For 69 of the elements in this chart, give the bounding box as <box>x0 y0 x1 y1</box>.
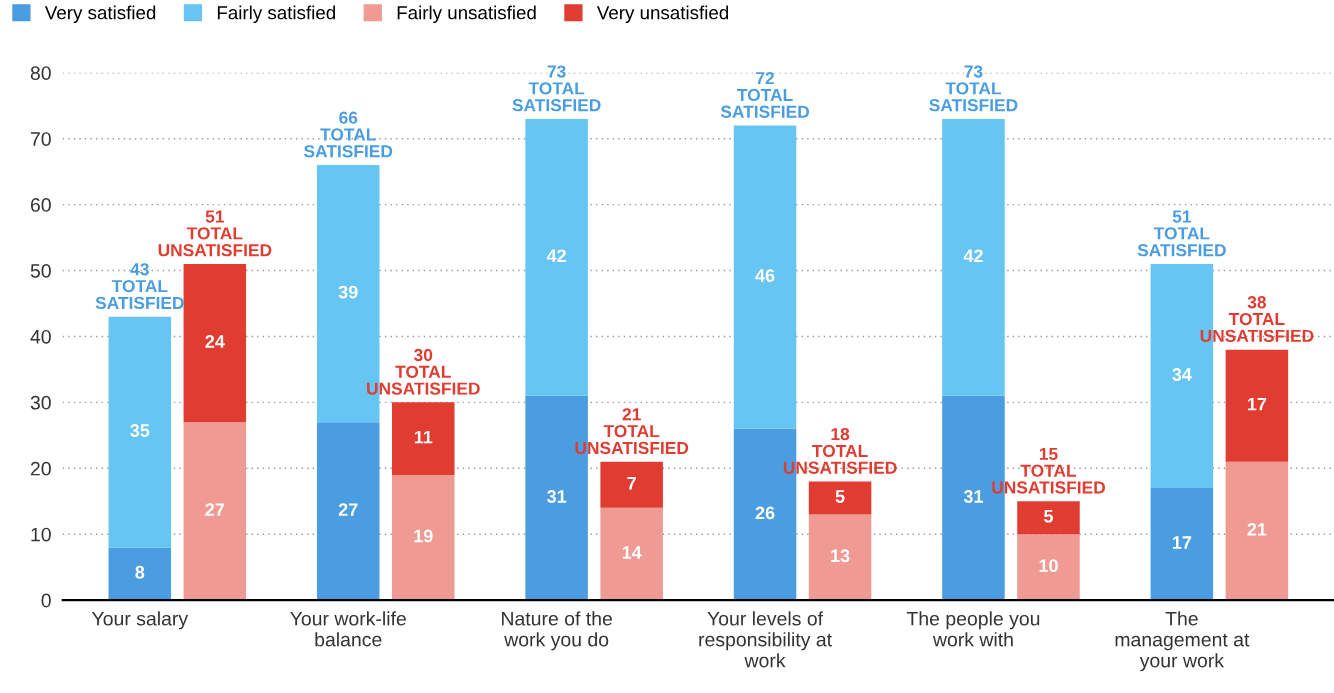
bar <box>183 422 247 601</box>
total-label: 73 TOTAL SATISFIED <box>512 65 601 112</box>
x-tick-label: Nature of the work you do <box>502 611 612 651</box>
data-label: 39 <box>338 285 358 299</box>
data-label: 34 <box>1172 368 1192 381</box>
y-tick-label: 80 <box>30 66 51 80</box>
data-label: 5 <box>835 490 845 503</box>
data-label: 31 <box>547 490 567 503</box>
data-label: 46 <box>755 269 775 282</box>
legend-label: Very satisfied <box>44 5 156 24</box>
data-label: 17 <box>1172 536 1192 549</box>
y-tick-label: 0 <box>41 593 51 608</box>
data-label: 21 <box>1247 522 1267 536</box>
legend-label: Fairly satisfied <box>217 5 335 24</box>
x-tick-label: Your work-life balance <box>290 611 406 647</box>
x-tick-label: The people you work with <box>906 611 1040 647</box>
data-label: 42 <box>546 249 566 263</box>
data-label: 35 <box>130 424 150 437</box>
bar <box>108 547 172 601</box>
data-label: 31 <box>963 490 983 503</box>
bar <box>1017 501 1080 535</box>
bar <box>1150 488 1214 601</box>
x-tick-label: The management at your work <box>1115 611 1250 672</box>
bar <box>183 263 247 423</box>
data-label: 42 <box>963 249 983 263</box>
bar <box>391 474 455 601</box>
bar <box>108 316 172 548</box>
bar <box>316 422 380 601</box>
bar <box>1225 349 1289 462</box>
data-label: 11 <box>414 430 433 444</box>
y-tick-label: 10 <box>31 527 51 542</box>
bar <box>942 118 1005 396</box>
data-label: 24 <box>205 335 225 348</box>
total-label: 43 TOTAL SATISFIED <box>95 263 184 310</box>
y-tick-label: 70 <box>30 132 51 146</box>
data-label: 10 <box>1039 559 1058 573</box>
total-label: 66 TOTAL SATISFIED <box>304 111 393 158</box>
total-label: 73 TOTAL SATISFIED <box>929 65 1018 112</box>
bar <box>391 402 455 475</box>
data-label: 19 <box>414 529 433 543</box>
total-label: 51 TOTAL UNSATISFIED <box>158 210 272 257</box>
x-tick-label: Your salary <box>91 611 189 630</box>
legend-label: Fairly unsatisfied <box>397 5 536 24</box>
bar <box>600 507 663 601</box>
x-tick-label: Your levels of responsibility at work <box>699 611 832 668</box>
data-label: 13 <box>831 549 850 563</box>
data-label: 26 <box>755 506 775 520</box>
y-tick-label: 40 <box>30 329 51 344</box>
y-tick-label: 30 <box>30 395 51 410</box>
data-label: 8 <box>135 565 145 579</box>
data-label: 5 <box>1044 509 1053 523</box>
legend-label: Very unsatisfied <box>596 5 729 24</box>
bar <box>1017 534 1080 601</box>
data-label: 14 <box>622 546 642 559</box>
bar <box>808 481 872 515</box>
bar <box>808 514 872 601</box>
bar <box>600 461 663 508</box>
y-tick-label: 60 <box>30 198 51 212</box>
y-tick-label: 50 <box>30 264 51 278</box>
y-tick-label: 20 <box>30 461 51 476</box>
data-label: 27 <box>205 503 225 516</box>
bar <box>525 118 588 396</box>
data-label: 7 <box>627 477 636 490</box>
data-label: 17 <box>1247 397 1267 411</box>
bar <box>733 125 797 429</box>
bar <box>1225 461 1289 601</box>
total-label: 51 TOTAL SATISFIED <box>1137 210 1226 257</box>
data-label: 27 <box>338 503 358 516</box>
total-label: 72 TOTAL SATISFIED <box>720 71 810 118</box>
